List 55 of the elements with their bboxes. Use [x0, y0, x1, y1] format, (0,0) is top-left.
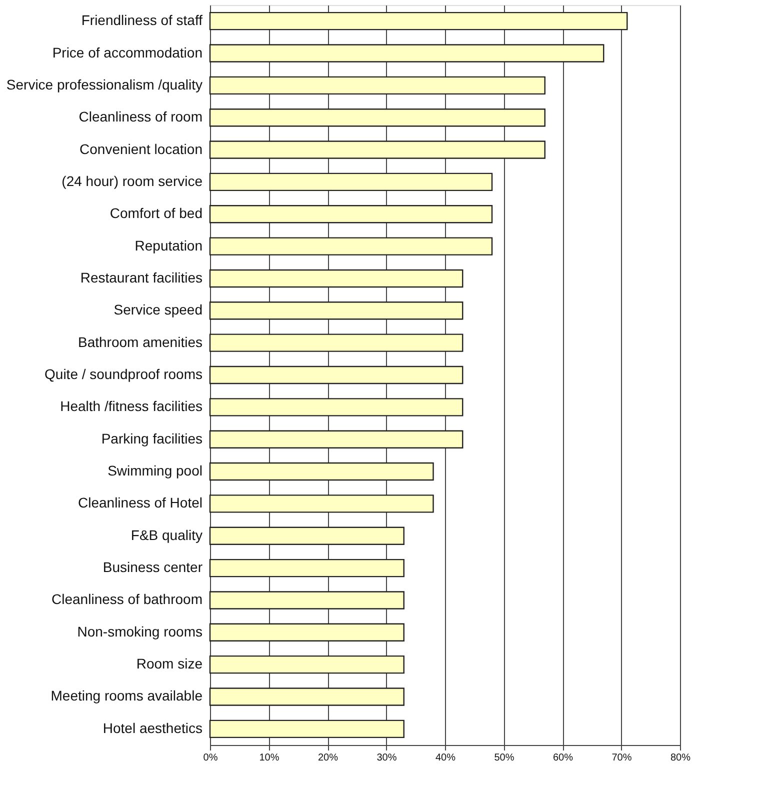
y-tick-label: Cleanliness of bathroom	[52, 591, 202, 608]
x-tick-label: 60%	[552, 752, 574, 764]
y-tick-label: Cleanliness of Hotel	[78, 494, 202, 511]
y-tick-label: Hotel aesthetics	[102, 720, 202, 736]
bar	[209, 205, 493, 224]
y-tick-label: Quite / soundproof rooms	[44, 366, 202, 382]
x-tick-label: 20%	[318, 752, 338, 764]
x-tick-label: 80%	[670, 752, 691, 764]
y-tick-label: Friendliness of staff	[81, 12, 203, 28]
bar	[209, 44, 604, 62]
y-tick-label: Room size	[136, 656, 203, 672]
x-tick-label: 10%	[259, 752, 280, 764]
bar	[209, 558, 404, 578]
x-tick-label: 50%	[494, 752, 514, 764]
bar	[209, 76, 546, 95]
x-tick-label: 70%	[612, 752, 632, 764]
y-tick-label: Non-smoking rooms	[77, 623, 202, 640]
y-tick-label: Service professionalism /quality	[6, 76, 202, 92]
y-tick-label: Meeting rooms available	[50, 688, 203, 704]
bar	[209, 655, 404, 674]
bar	[209, 494, 434, 513]
y-tick-label: Business center	[102, 559, 203, 576]
bar	[209, 237, 493, 256]
y-tick-label: Comfort of bed	[110, 205, 202, 222]
bar	[209, 366, 464, 384]
bar	[209, 269, 464, 288]
y-tick-label: Parking facilities	[101, 430, 202, 446]
x-tick-label: 30%	[376, 752, 397, 764]
bar	[209, 430, 464, 448]
y-tick-label: Service speed	[114, 302, 202, 318]
bar	[209, 12, 628, 30]
bar	[209, 302, 464, 320]
bar	[209, 720, 404, 738]
bar	[209, 591, 404, 610]
bar	[209, 172, 493, 192]
bar	[209, 526, 404, 545]
bar	[209, 688, 404, 706]
bar	[209, 334, 464, 352]
y-tick-label: (24 hour) room service	[62, 172, 203, 189]
y-tick-label: Price of accommodation	[52, 44, 202, 60]
y-tick-label: Cleanliness of room	[78, 108, 202, 125]
bar	[209, 108, 546, 127]
bar	[209, 140, 546, 159]
x-tick-label: 40%	[435, 752, 456, 764]
y-tick-label: F&B quality	[130, 526, 202, 543]
bar	[209, 462, 434, 481]
y-tick-label: Swimming pool	[108, 462, 202, 479]
y-tick-label: Convenient location	[80, 140, 202, 157]
y-tick-label: Health /fitness facilities	[60, 398, 202, 414]
bar	[209, 398, 464, 416]
x-tick-label: 0%	[203, 752, 218, 764]
y-tick-label: Bathroom amenities	[78, 334, 202, 350]
bar	[209, 623, 404, 642]
y-tick-label: Restaurant facilities	[80, 269, 202, 286]
y-tick-label: Reputation	[134, 237, 202, 254]
